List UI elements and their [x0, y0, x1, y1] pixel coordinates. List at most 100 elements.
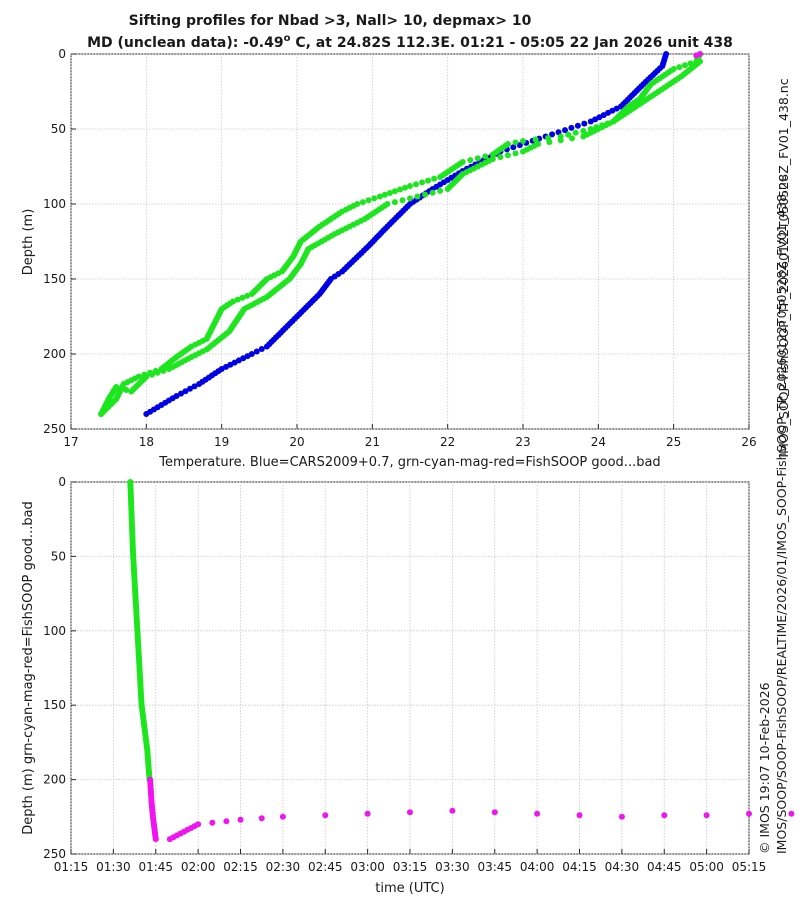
data-point	[467, 157, 474, 164]
data-point	[574, 122, 581, 129]
data-point	[422, 191, 429, 198]
data-point	[364, 810, 371, 817]
x-tick-label: 02:30	[266, 860, 301, 874]
x-tick-label: 03:00	[350, 860, 385, 874]
data-point	[391, 199, 398, 206]
data-point	[676, 64, 683, 71]
data-point	[449, 807, 456, 814]
data-point	[381, 191, 388, 198]
x-tick-label: 18	[139, 435, 154, 449]
x-tick-label: 01:45	[138, 860, 173, 874]
data-point	[489, 156, 496, 162]
x-tick-label: 26	[741, 435, 756, 449]
data-point	[279, 813, 286, 820]
data-point	[587, 118, 594, 125]
x-tick-label: 01:15	[54, 860, 89, 874]
data-point	[258, 815, 265, 822]
y-tick-label: 100	[43, 197, 66, 211]
data-point	[437, 187, 444, 194]
data-point	[143, 373, 150, 380]
data-point	[682, 62, 688, 69]
data-point	[263, 343, 270, 350]
data-point	[399, 197, 406, 204]
y-tick-label: 200	[43, 347, 66, 361]
data-point	[237, 816, 244, 823]
data-point	[618, 813, 625, 820]
y-axis-label: Depth (m)	[21, 209, 36, 276]
data-point	[512, 139, 519, 146]
data-point	[491, 809, 498, 816]
data-point	[143, 411, 150, 417]
data-point	[371, 195, 378, 202]
x-tick-label: 03:45	[477, 860, 512, 874]
data-point	[365, 197, 372, 204]
data-point	[178, 390, 184, 397]
y-tick-label: 100	[43, 624, 66, 638]
data-point	[258, 346, 265, 352]
time-panel: 01:15 01:30 01:45 02:00 02:15 02:30 02:45 03:00…	[21, 475, 795, 896]
data-point	[196, 381, 203, 387]
filename-label: IMOS_SOOP-FishSOOP_TP_20260122T050528Z_F…	[776, 78, 791, 457]
y-tick-label: 150	[43, 272, 66, 286]
data-point	[253, 348, 260, 355]
data-point	[532, 136, 539, 143]
data-point	[209, 819, 216, 826]
data-point	[384, 201, 391, 207]
data-point	[569, 135, 575, 142]
x-tick-label: 04:30	[605, 860, 640, 874]
data-point	[402, 184, 408, 191]
data-point	[376, 193, 383, 200]
x-tick-label: 05:00	[689, 860, 724, 874]
x-tick-label: 20	[289, 435, 304, 449]
y-tick-label: 200	[43, 773, 66, 787]
data-point	[581, 120, 588, 127]
data-point	[565, 131, 572, 138]
grid	[70, 481, 750, 855]
data-point	[693, 52, 700, 59]
data-point	[576, 812, 583, 819]
data-point	[788, 810, 795, 817]
tick-labels: 17 18 19 20 21 22 23 24 25 26 0 50 100 150 200 250	[43, 47, 757, 449]
data-point	[160, 367, 167, 374]
data-point	[414, 193, 421, 200]
x-tick-label: 01:30	[96, 860, 131, 874]
data-point	[546, 139, 553, 146]
data-point	[359, 199, 366, 206]
data-point	[746, 810, 752, 817]
data-point	[152, 836, 159, 843]
data-point	[497, 154, 504, 161]
data-point	[474, 155, 481, 162]
data-point	[534, 810, 541, 817]
x-tick-label: 24	[591, 435, 606, 449]
y-tick-label: 50	[51, 549, 66, 563]
data-point	[697, 58, 703, 65]
data-marks	[127, 479, 795, 843]
data-point	[572, 129, 579, 136]
data-point	[549, 131, 556, 138]
data-point	[123, 387, 130, 393]
data-point	[407, 195, 413, 202]
y-tick-label: 0	[58, 475, 66, 489]
data-point	[557, 137, 564, 144]
x-tick-label: 03:15	[393, 860, 428, 874]
data-point	[391, 188, 398, 195]
data-point	[397, 186, 403, 193]
data-point	[568, 124, 575, 131]
data-point	[413, 181, 419, 188]
data-point	[661, 812, 668, 819]
data-point	[113, 384, 120, 390]
tick-labels: 01:15 01:30 01:45 02:00 02:15 02:30 02:45 03:00…	[43, 475, 766, 874]
timestamp-label: © IMOS 19:07 10-Feb-2026	[757, 682, 772, 854]
data-point	[118, 385, 125, 392]
x-tick-label: 19	[214, 435, 229, 449]
data-point	[437, 174, 444, 180]
data-point	[223, 818, 230, 825]
data-point	[562, 127, 568, 134]
data-point	[419, 179, 426, 186]
figure-title-line1: Sifting profiles for Nbad >3, Nall> 10, …	[129, 13, 532, 29]
data-point	[429, 189, 436, 196]
data-point	[191, 383, 198, 390]
data-point	[510, 144, 517, 151]
data-point	[504, 152, 511, 159]
